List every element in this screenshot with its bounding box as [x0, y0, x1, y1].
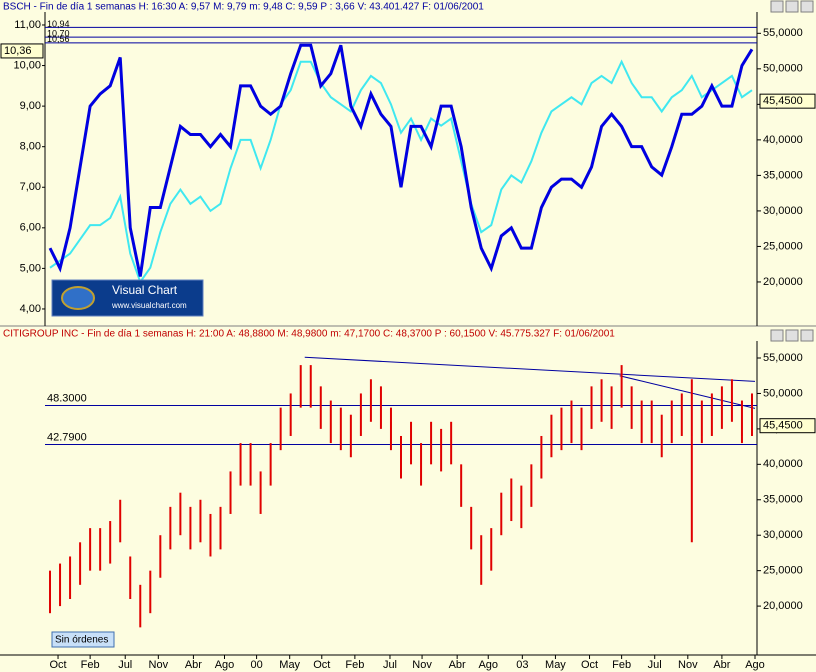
last-value-box — [759, 418, 816, 434]
x-tick-label: Oct — [49, 659, 66, 671]
last-value-box — [0, 43, 44, 59]
y-tick-label: 10,00 — [13, 59, 41, 71]
x-tick-label: Abr — [185, 659, 202, 671]
reference-label: 10,56 — [47, 34, 70, 44]
price-line — [48, 43, 754, 277]
y-tick-label: 55,0000 — [763, 352, 803, 364]
x-tick-label: Jul — [648, 659, 662, 671]
y-tick-label: 40,0000 — [763, 458, 803, 470]
reference-label: 42.7900 — [47, 431, 87, 443]
x-tick-label: Abr — [713, 659, 730, 671]
maximize-button[interactable] — [785, 329, 799, 342]
minimize-button[interactable] — [770, 0, 784, 13]
y-tick-label: 50,0000 — [763, 387, 803, 399]
y-tick-label: 35,0000 — [763, 494, 803, 506]
trend-line — [304, 356, 756, 382]
y-tick-label: 5,00 — [20, 262, 41, 274]
x-tick-label: Nov — [149, 659, 169, 671]
x-tick-label: Feb — [345, 659, 364, 671]
logo-title: Visual Chart — [112, 283, 178, 297]
x-tick-label: Feb — [81, 659, 100, 671]
x-tick-label: Ago — [745, 659, 765, 671]
x-tick-label: Ago — [478, 659, 498, 671]
plot-area — [45, 26, 757, 285]
x-tick-label: Nov — [678, 659, 698, 671]
x-tick-label: Nov — [412, 659, 432, 671]
logo-url: www.visualchart.com — [111, 301, 187, 310]
y-tick-label: 30,0000 — [763, 529, 803, 541]
last-value-label: 10,36 — [4, 45, 32, 57]
x-tick-label: 03 — [516, 659, 528, 671]
status-box — [51, 631, 115, 648]
reference-label: 10,94 — [47, 19, 70, 29]
last-value-label: 45,4500 — [763, 95, 803, 107]
close-button[interactable] — [800, 329, 814, 342]
logo-box — [51, 279, 204, 317]
chart-title: BSCH - Fin de día 1 semanas H: 16:30 A: … — [3, 2, 484, 13]
window-buttons[interactable] — [770, 0, 814, 342]
x-tick-label: 00 — [250, 659, 262, 671]
x-tick-label: Oct — [581, 659, 598, 671]
y-tick-label: 7,00 — [20, 181, 41, 193]
chart-title: CITIGROUP INC - Fin de día 1 semanas H: … — [3, 329, 615, 340]
plot — [45, 26, 757, 285]
y2-tick-label: 55,0000 — [763, 27, 803, 39]
x-tick-label: Feb — [612, 659, 631, 671]
close-button[interactable] — [800, 0, 814, 13]
x-tick-label: Abr — [449, 659, 466, 671]
x-tick-label: Oct — [313, 659, 330, 671]
plot — [45, 356, 757, 628]
reference-label: 10,70 — [47, 29, 70, 39]
x-tick-label: Jul — [383, 659, 397, 671]
y2-tick-label: 35,0000 — [763, 169, 803, 181]
last-value-label: 45,4500 — [763, 420, 803, 432]
y-tick-label: 9,00 — [20, 100, 41, 112]
x-tick-label: May — [279, 659, 300, 671]
x-tick-label: Jul — [118, 659, 132, 671]
maximize-button[interactable] — [785, 0, 799, 13]
plot-area — [45, 356, 757, 628]
logo-icon — [61, 286, 95, 310]
y-tick-label: 4,00 — [20, 303, 41, 315]
y2-tick-label: 50,0000 — [763, 63, 803, 75]
status-label: Sin órdenes — [55, 635, 108, 646]
y-tick-label: 6,00 — [20, 222, 41, 234]
minimize-button[interactable] — [770, 329, 784, 342]
y2-tick-label: 30,0000 — [763, 205, 803, 217]
y2-tick-label: 25,0000 — [763, 240, 803, 252]
y-tick-label: 20,0000 — [763, 600, 803, 612]
y-tick-label: 8,00 — [20, 141, 41, 153]
y-tick-label: 25,0000 — [763, 565, 803, 577]
x-tick-label: Ago — [215, 659, 235, 671]
x-tick-label: May — [545, 659, 566, 671]
price-line — [49, 59, 753, 285]
y2-tick-label: 20,0000 — [763, 276, 803, 288]
reference-label: 48.3000 — [47, 392, 87, 404]
last-value-box — [759, 93, 816, 109]
y2-tick-label: 40,0000 — [763, 134, 803, 146]
y-tick-label: 11,00 — [14, 19, 41, 31]
